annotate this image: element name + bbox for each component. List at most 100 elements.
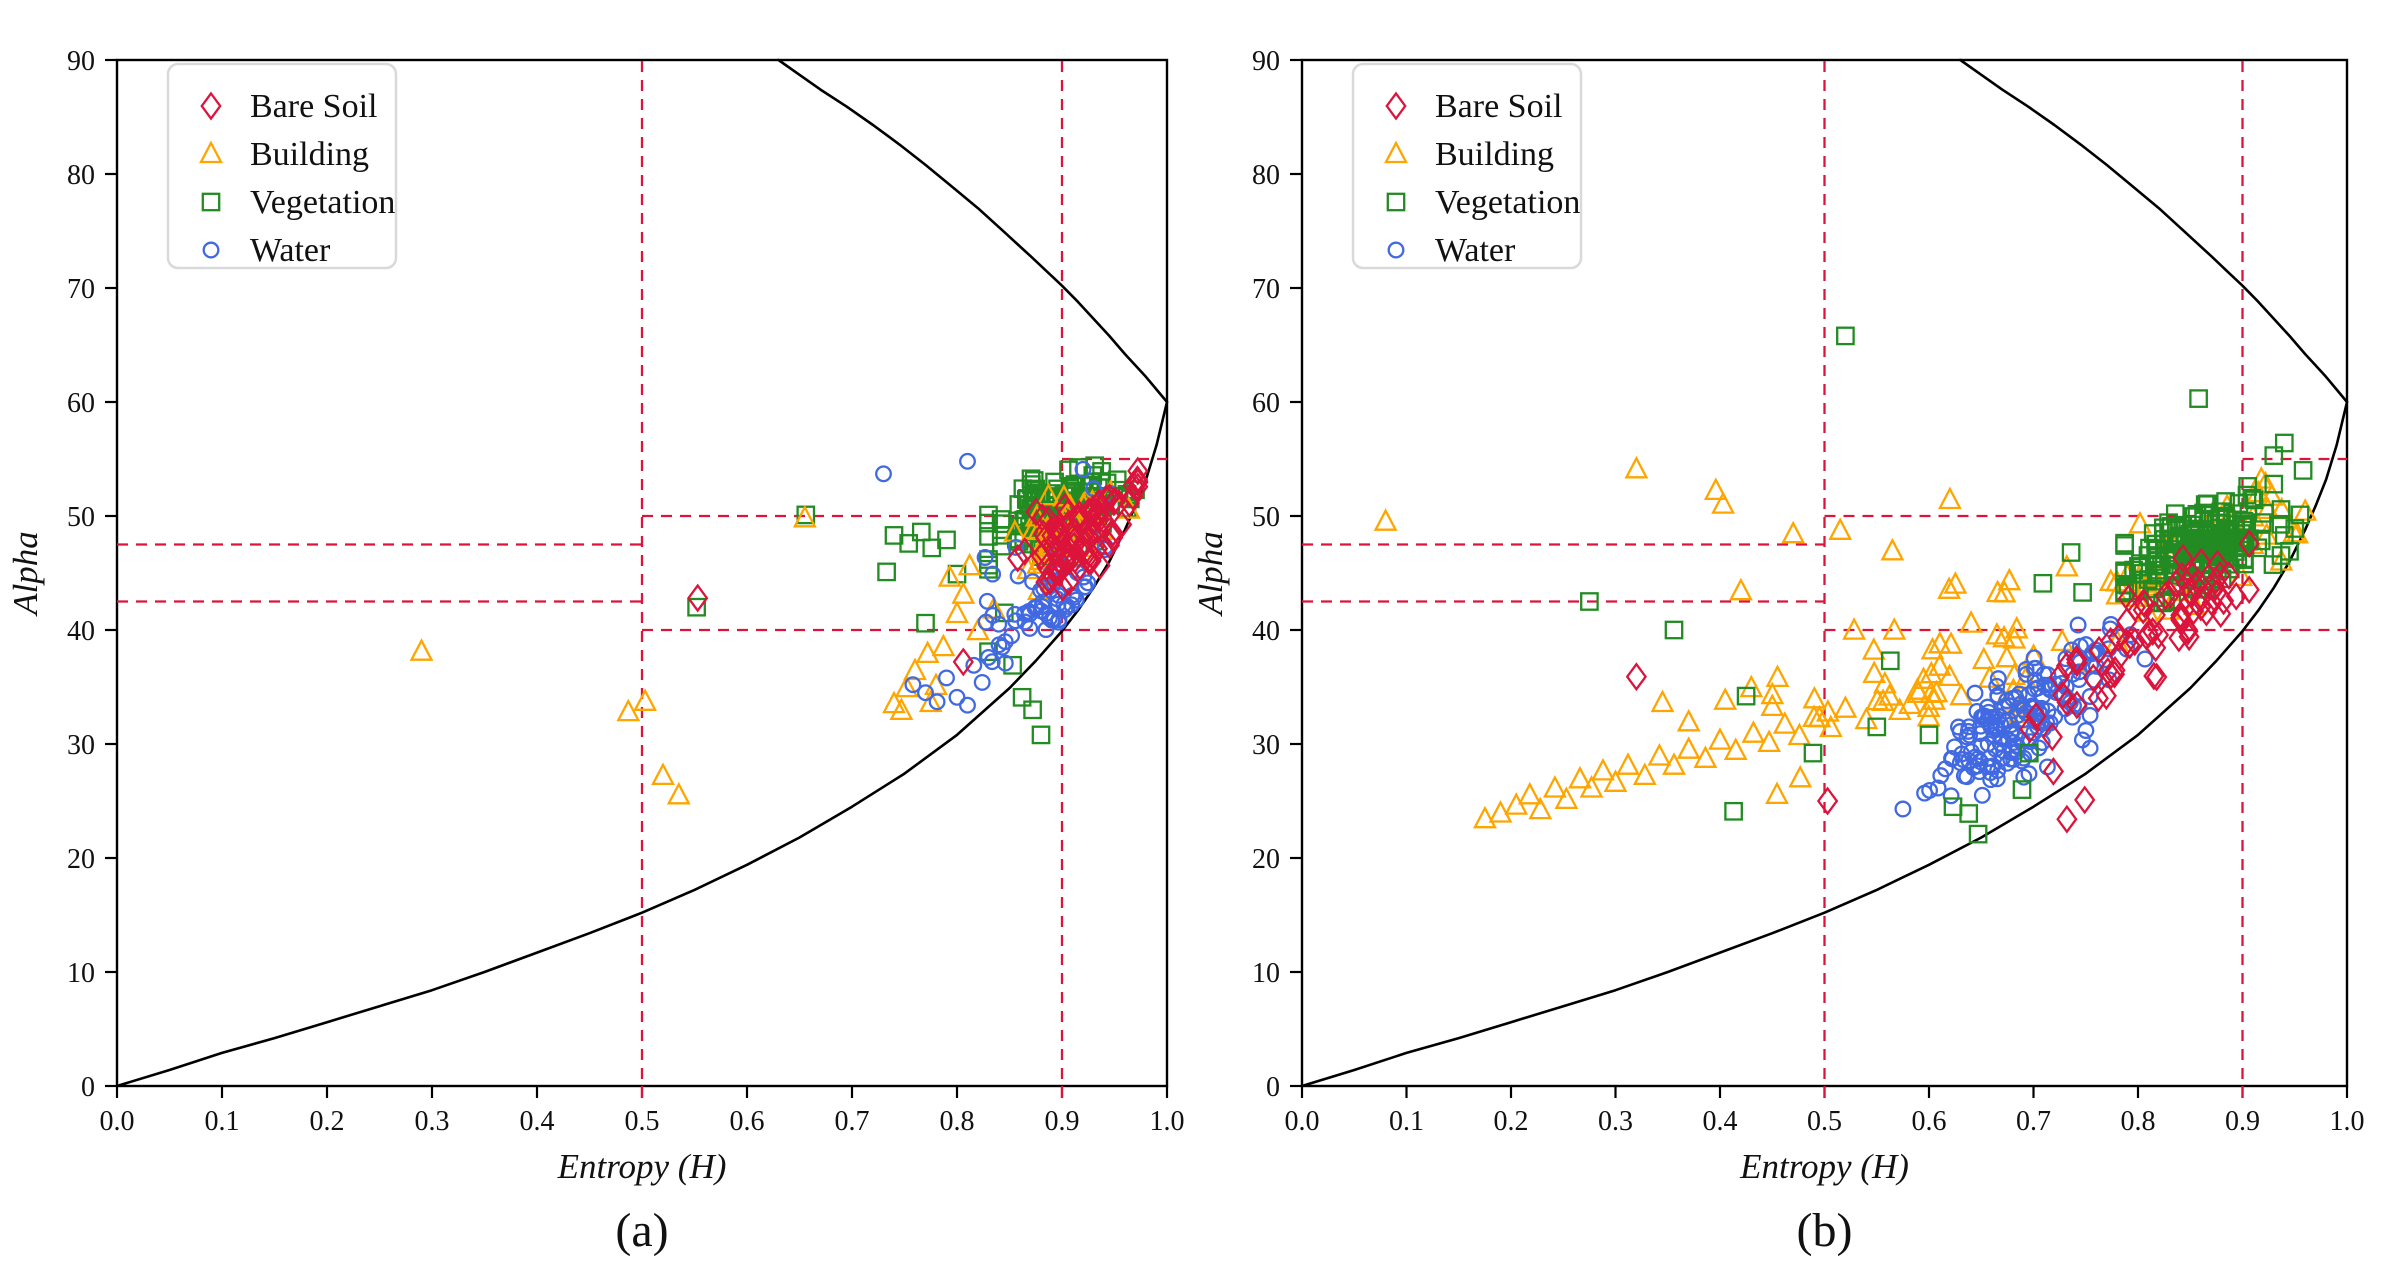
legend-item-label: Bare Soil — [1435, 88, 1562, 125]
water-point — [1973, 786, 1991, 804]
bare_soil-point — [1077, 536, 1100, 566]
vegetation-point — [2237, 485, 2257, 505]
vegetation-point — [2073, 583, 2092, 602]
building-point — [1984, 621, 2009, 645]
x-tick-label: 0.6 — [1912, 1106, 1947, 1137]
building-point — [1624, 455, 1649, 479]
bare_soil-point — [1042, 530, 1064, 560]
bare_soil-point — [1039, 566, 1061, 596]
building-point — [1472, 805, 1497, 829]
vegetation-point — [899, 534, 919, 553]
building-point — [1676, 736, 1701, 759]
building-point — [1650, 689, 1675, 713]
building-point — [1036, 482, 1061, 506]
building-point — [1787, 722, 1812, 746]
vegetation-point — [2271, 514, 2291, 534]
building-point — [1927, 653, 1952, 676]
building-point — [889, 697, 914, 721]
building-point — [1757, 729, 1782, 753]
bare_soil-point — [2176, 569, 2198, 599]
building-point — [1877, 683, 1902, 706]
bare_soil-point — [2107, 623, 2129, 653]
bare_soil-point — [1127, 467, 1149, 497]
vegetation-point — [2274, 433, 2294, 453]
bare_soil-point — [1025, 497, 1047, 527]
building-point — [2293, 498, 2318, 521]
building-point — [1997, 567, 2022, 591]
y-axis-label: Alpha — [6, 531, 45, 617]
vegetation-point — [2115, 536, 2134, 555]
water-point — [1894, 800, 1912, 818]
water-point — [996, 633, 1014, 651]
legend-item-building: Building — [199, 136, 369, 173]
vegetation-point — [2210, 514, 2229, 534]
y-tick-label: 80 — [67, 160, 95, 191]
vegetation-point — [2271, 500, 2291, 519]
water-point — [1954, 751, 1972, 768]
x-tick-label: 0.3 — [1598, 1106, 1633, 1137]
water-point — [2077, 722, 2095, 739]
vegetation-point — [1003, 655, 1022, 675]
building-point — [1887, 697, 1912, 721]
bare_soil-point — [1014, 536, 1036, 566]
building-point — [1676, 708, 1701, 732]
series-bare_soil — [687, 456, 1149, 677]
building-point — [1568, 765, 1592, 789]
vegetation-point — [2290, 505, 2310, 525]
bare_soil-point — [1108, 488, 1130, 518]
water-point — [959, 696, 976, 714]
water-point — [1006, 605, 1024, 623]
x-tick-label: 0.1 — [1389, 1106, 1424, 1137]
legend-item-label: Bare Soil — [250, 88, 377, 125]
bare_soil-point — [952, 647, 974, 677]
building-point — [1994, 644, 2019, 668]
building-point — [1905, 677, 1930, 700]
y-tick-label: 20 — [1252, 844, 1280, 875]
building-point — [1872, 670, 1897, 694]
building-point — [951, 581, 976, 604]
water-point — [1966, 684, 1984, 702]
x-tick-label: 0.9 — [1045, 1106, 1080, 1137]
x-tick-label: 0.0 — [1285, 1106, 1320, 1137]
vegetation-point — [991, 510, 1011, 529]
bare_soil-point — [2168, 623, 2190, 653]
bare_soil-point — [1030, 541, 1052, 571]
water-point — [1996, 697, 2014, 715]
square-legend-icon — [201, 192, 221, 212]
water-point — [959, 452, 976, 470]
building-point — [1880, 537, 1905, 561]
bare_soil-point — [1049, 518, 1071, 548]
vegetation-point — [1580, 592, 1599, 611]
y-tick-label: 0 — [81, 1072, 95, 1103]
bare_soil-point — [2066, 690, 2088, 720]
x-tick-label: 0.5 — [1807, 1106, 1842, 1137]
vegetation-point — [687, 597, 706, 617]
building-point — [2128, 510, 2152, 534]
vegetation-point — [2234, 550, 2254, 569]
bare_soil-point — [2189, 584, 2212, 614]
bare_soil-point — [2177, 616, 2199, 646]
triangle-legend-icon — [1384, 140, 1408, 164]
vegetation-point — [1736, 686, 1756, 706]
water-point — [2034, 687, 2052, 705]
building-point — [1703, 477, 1728, 501]
water-point — [2002, 716, 2020, 734]
vegetation-point — [877, 562, 896, 582]
vegetation-point — [2189, 389, 2208, 408]
bare_soil-point — [2146, 662, 2168, 692]
vegetation-point — [2184, 519, 2204, 539]
y-tick-label: 0 — [1266, 1072, 1280, 1103]
building-point — [1833, 695, 1858, 718]
y-tick-label: 60 — [67, 388, 95, 419]
vegetation-point — [979, 513, 998, 533]
water-point — [2002, 724, 2020, 742]
y-axis: 0 10 20 30 40 50 60 70 80 90 — [1252, 46, 1302, 1103]
series-bare_soil — [1625, 529, 2260, 834]
vegetation-point — [2184, 534, 2204, 553]
bare_soil-point — [2048, 662, 2071, 692]
vegetation-point — [2148, 560, 2168, 580]
bare_soil-point — [2154, 581, 2176, 611]
bare_soil-point — [2108, 641, 2131, 671]
building-point — [2054, 553, 2079, 577]
